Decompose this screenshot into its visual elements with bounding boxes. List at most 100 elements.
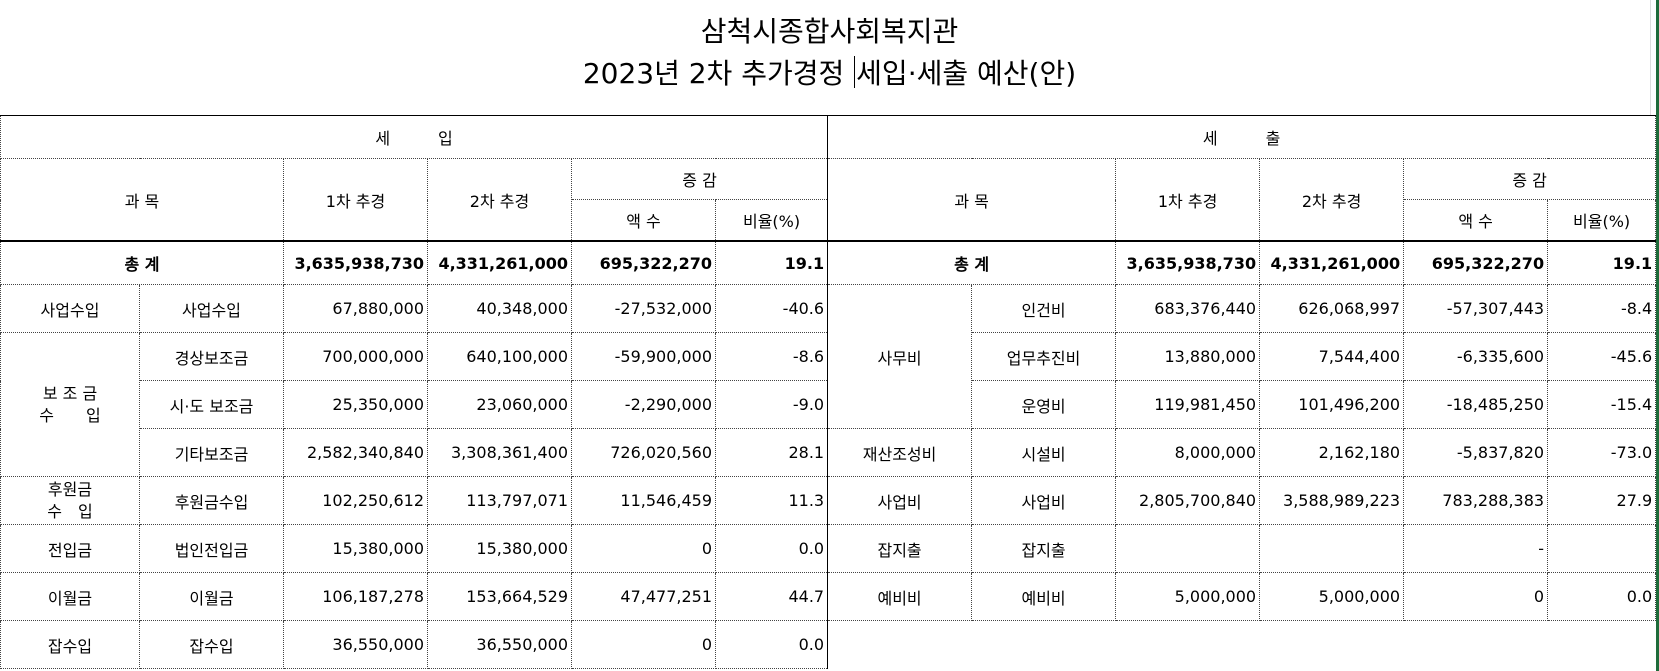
income-second[interactable]: 3,308,361,400 [427,428,572,477]
income-total-amount[interactable]: 695,322,270 [571,240,716,285]
income-ratio[interactable]: 0.0 [714,524,829,573]
expense-group-reserve[interactable]: 예비비 [827,572,973,621]
income-total-second[interactable]: 4,331,261,000 [427,240,572,285]
income-group-business[interactable]: 사업수입 [0,284,140,333]
income-amount[interactable]: 0 [571,524,716,573]
income-ratio[interactable]: -8.6 [714,332,829,381]
income-first[interactable]: 700,000,000 [283,332,428,381]
income-item[interactable]: 사업수입 [139,284,284,333]
income-ratio[interactable]: 11.3 [714,476,829,525]
income-amount[interactable]: -59,900,000 [571,332,716,381]
income-total-label[interactable]: 총 계 [0,240,284,285]
expense-first[interactable]: 5,000,000 [1115,572,1261,621]
income-second[interactable]: 153,664,529 [427,572,572,621]
income-section-header[interactable]: 세 입 [0,115,829,159]
income-item[interactable]: 시·도 보조금 [139,380,284,429]
income-ratio[interactable]: 44.7 [714,572,829,621]
income-amount[interactable]: 47,477,251 [571,572,716,621]
expense-change-header[interactable]: 증 감 [1403,158,1657,200]
expense-ratio[interactable]: -15.4 [1547,380,1657,429]
expense-second[interactable]: 3,588,989,223 [1259,476,1405,525]
expense-second[interactable]: 626,068,997 [1259,284,1405,333]
expense-first[interactable]: 13,880,000 [1115,332,1261,381]
income-item[interactable]: 경상보조금 [139,332,284,381]
income-amount[interactable]: -2,290,000 [571,380,716,429]
income-item[interactable]: 후원금수입 [139,476,284,525]
income-second[interactable]: 36,550,000 [427,620,572,669]
income-first[interactable]: 67,880,000 [283,284,428,333]
expense-first[interactable]: 8,000,000 [1115,428,1261,477]
expense-item[interactable]: 인건비 [971,284,1117,333]
expense-ratio[interactable] [1547,524,1657,573]
expense-section-header[interactable]: 세 출 [827,115,1657,159]
expense-subject-header[interactable]: 과 목 [827,158,1117,242]
income-first[interactable]: 102,250,612 [283,476,428,525]
expense-group-property[interactable]: 재산조성비 [827,428,973,477]
income-second[interactable]: 640,100,000 [427,332,572,381]
expense-item[interactable]: 운영비 [971,380,1117,429]
expense-ratio[interactable]: 27.9 [1547,476,1657,525]
income-group-misc[interactable]: 잡수입 [0,620,140,669]
expense-ratio-header[interactable]: 비율(%) [1547,199,1657,242]
income-second[interactable]: 15,380,000 [427,524,572,573]
expense-total-amount[interactable]: 695,322,270 [1403,240,1549,285]
income-first[interactable]: 106,187,278 [283,572,428,621]
income-change-header[interactable]: 증 감 [570,158,829,200]
income-group-transfer[interactable]: 전입금 [0,524,140,573]
expense-second[interactable] [1259,524,1405,573]
income-second[interactable]: 40,348,000 [427,284,572,333]
expense-amount[interactable]: -6,335,600 [1403,332,1549,381]
expense-amount[interactable]: -18,485,250 [1403,380,1549,429]
income-first[interactable]: 36,550,000 [283,620,428,669]
income-second[interactable]: 113,797,071 [427,476,572,525]
expense-first[interactable]: 2,805,700,840 [1115,476,1261,525]
expense-second-rev-header[interactable]: 2차 추경 [1259,158,1405,242]
expense-total-label[interactable]: 총 계 [827,240,1117,285]
expense-first[interactable] [1115,524,1261,573]
expense-first-rev-header[interactable]: 1차 추경 [1115,158,1261,242]
income-group-carryover[interactable]: 이월금 [0,572,140,621]
expense-first[interactable]: 119,981,450 [1115,380,1261,429]
expense-item[interactable]: 시설비 [971,428,1117,477]
income-item[interactable]: 기타보조금 [139,428,284,477]
income-item[interactable]: 법인전입금 [139,524,284,573]
expense-ratio[interactable]: -8.4 [1547,284,1657,333]
income-first-rev-header[interactable]: 1차 추경 [283,158,428,242]
expense-group-project[interactable]: 사업비 [827,476,973,525]
income-first[interactable]: 25,350,000 [283,380,428,429]
expense-item[interactable]: 예비비 [971,572,1117,621]
expense-second[interactable]: 7,544,400 [1259,332,1405,381]
expense-amount[interactable]: 783,288,383 [1403,476,1549,525]
income-amount[interactable]: 0 [571,620,716,669]
income-first[interactable]: 2,582,340,840 [283,428,428,477]
expense-amount[interactable]: 0 [1403,572,1549,621]
income-total-first[interactable]: 3,635,938,730 [283,240,428,285]
income-first[interactable]: 15,380,000 [283,524,428,573]
expense-item[interactable]: 사업비 [971,476,1117,525]
income-total-ratio[interactable]: 19.1 [714,240,829,285]
expense-second[interactable]: 2,162,180 [1259,428,1405,477]
expense-group-misc[interactable]: 잡지출 [827,524,973,573]
income-second[interactable]: 23,060,000 [427,380,572,429]
expense-total-first[interactable]: 3,635,938,730 [1115,240,1261,285]
income-amount[interactable]: -27,532,000 [571,284,716,333]
income-subject-header[interactable]: 과 목 [0,158,284,242]
empty-cell[interactable] [827,620,1656,669]
expense-total-second[interactable]: 4,331,261,000 [1259,240,1405,285]
income-ratio-header[interactable]: 비율(%) [714,199,829,242]
income-amount[interactable]: 11,546,459 [571,476,716,525]
income-ratio[interactable]: -40.6 [714,284,829,333]
income-amount-header[interactable]: 액 수 [571,199,716,242]
income-group-donation[interactable]: 후원금 수 입 [0,476,140,525]
income-item[interactable]: 이월금 [139,572,284,621]
expense-ratio[interactable]: -45.6 [1547,332,1657,381]
expense-item[interactable]: 업무추진비 [971,332,1117,381]
income-ratio[interactable]: 0.0 [714,620,829,669]
expense-second[interactable]: 101,496,200 [1259,380,1405,429]
expense-group-office[interactable]: 사무비 [827,284,973,429]
expense-amount[interactable]: -5,837,820 [1403,428,1549,477]
income-ratio[interactable]: 28.1 [714,428,829,477]
expense-ratio[interactable]: -73.0 [1547,428,1657,477]
income-item[interactable]: 잡수입 [139,620,284,669]
income-second-rev-header[interactable]: 2차 추경 [427,158,572,242]
